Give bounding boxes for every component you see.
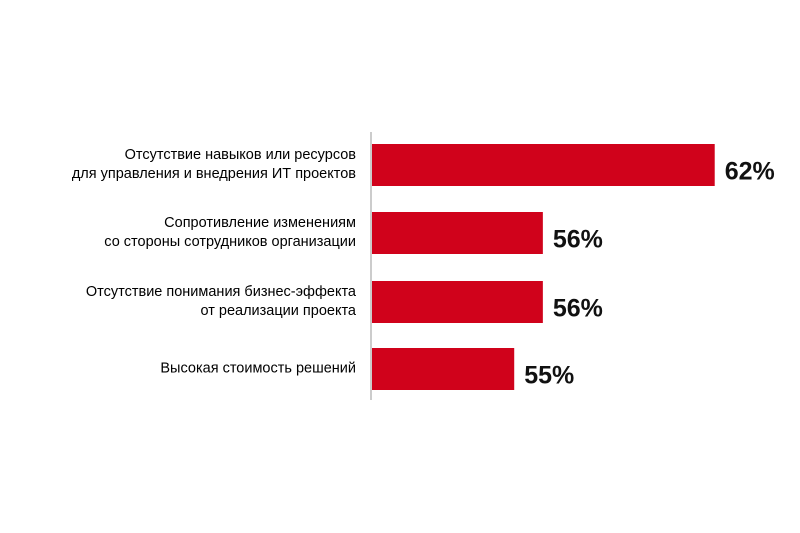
bar xyxy=(372,144,715,186)
category-label: Высокая стоимость решений xyxy=(160,360,356,377)
bar xyxy=(372,212,543,254)
value-label: 56% xyxy=(553,295,603,323)
value-label: 62% xyxy=(725,158,775,186)
category-label: Отсутствие понимания бизнес-эффекта от р… xyxy=(85,284,356,319)
bar xyxy=(372,281,543,323)
bar xyxy=(372,348,515,390)
value-label: 55% xyxy=(524,362,574,390)
category-label: Сопротивление изменениям со стороны сотр… xyxy=(104,215,356,250)
value-label: 56% xyxy=(553,226,603,254)
category-label: Отсутствие навыков или ресурсов для упра… xyxy=(71,147,356,182)
